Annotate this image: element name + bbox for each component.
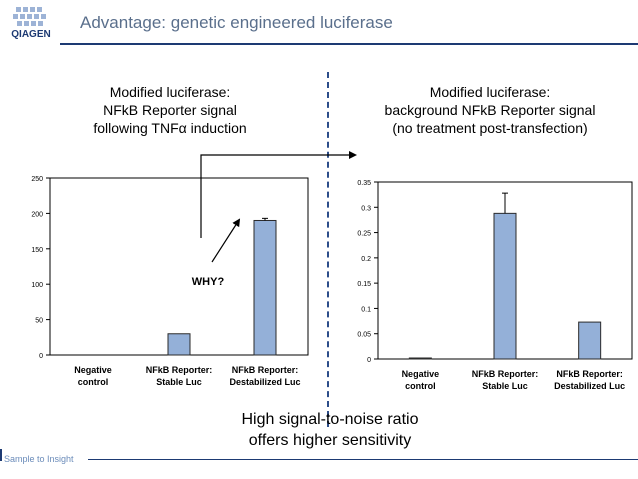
bar (408, 357, 432, 360)
y-tick-label: 0.35 (357, 180, 371, 187)
category-label: NFkB Reporter: (146, 365, 213, 375)
right-title-line-3: (no treatment post-transfection) (392, 120, 588, 136)
category-label: control (78, 377, 109, 387)
summary-line-2: offers higher sensitivity (248, 432, 412, 449)
footer-tick (0, 449, 2, 461)
y-tick-label: 250 (31, 176, 43, 183)
y-tick-label: 0.1 (361, 306, 371, 313)
y-tick-label: 0 (39, 353, 43, 360)
bar (578, 321, 602, 360)
right-title-line-1: Modified luciferase: (429, 84, 551, 100)
y-tick-label: 0.25 (357, 231, 371, 238)
left-panel-title: Modified luciferase: NFkB Reporter signa… (40, 83, 300, 137)
slide-title: Advantage: genetic engineered luciferase (80, 13, 393, 32)
bar (167, 333, 191, 356)
qiagen-logo: QIAGEN (11, 7, 51, 40)
summary-line-1: High signal-to-noise ratio (241, 411, 419, 428)
svg-text:QIAGEN: QIAGEN (11, 29, 50, 40)
left-chart: 0 50 100 150 200 250 Negative control NFkB Repor… (31, 176, 309, 387)
bar (493, 212, 517, 360)
y-tick-label: 0.05 (357, 332, 371, 339)
y-tick-label: 0.2 (361, 256, 371, 263)
right-chart: 0 0.05 0.1 0.15 0.2 0.25 0.3 0.35 Negative contro… (357, 180, 633, 391)
why-label: WHY? (192, 276, 225, 288)
left-title-line-3: following TNFα induction (93, 120, 247, 136)
y-tick-label: 0.3 (361, 205, 371, 212)
footer-rule (88, 459, 638, 460)
connector-arrow (200, 151, 357, 238)
right-panel-title: Modified luciferase: background NFkB Rep… (350, 83, 630, 137)
panel-divider (327, 72, 329, 427)
category-label: Stable Luc (156, 377, 202, 387)
y-tick-label: 0 (367, 357, 371, 364)
category-label: NFkB Reporter: (232, 365, 299, 375)
category-label: Negative (402, 369, 440, 379)
y-tick-label: 50 (35, 318, 43, 325)
category-label: Destabilized Luc (229, 377, 300, 387)
y-tick-label: 150 (31, 247, 43, 254)
y-tick-label: 100 (31, 282, 43, 289)
left-title-line-1: Modified luciferase: (109, 84, 231, 100)
y-tick-label: 0.15 (357, 281, 371, 288)
why-arrow (211, 218, 241, 263)
category-label: Negative (74, 365, 112, 375)
bar (253, 219, 277, 356)
category-label: Stable Luc (482, 381, 528, 391)
right-title-line-2: background NFkB Reporter signal (384, 102, 596, 118)
category-label: NFkB Reporter: (472, 369, 539, 379)
footer-text: Sample to Insight (4, 454, 74, 464)
category-label: NFkB Reporter: (556, 369, 623, 379)
category-label: control (405, 381, 436, 391)
summary-text: High signal-to-noise ratio offers higher… (180, 409, 480, 451)
header-rule (60, 43, 638, 45)
left-title-line-2: NFkB Reporter signal (103, 102, 237, 118)
category-label: Destabilized Luc (554, 381, 625, 391)
y-tick-label: 200 (31, 211, 43, 218)
